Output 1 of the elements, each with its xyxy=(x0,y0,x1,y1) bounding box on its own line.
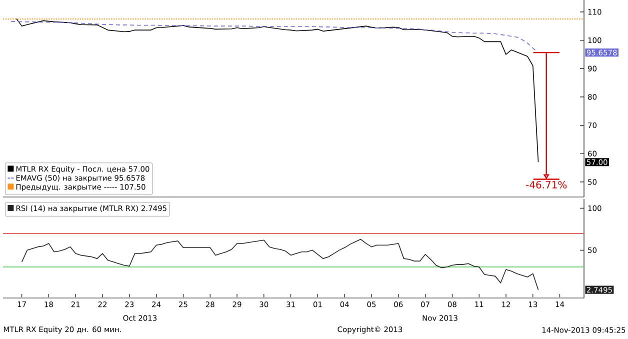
annotation: -46.71% xyxy=(526,180,567,189)
